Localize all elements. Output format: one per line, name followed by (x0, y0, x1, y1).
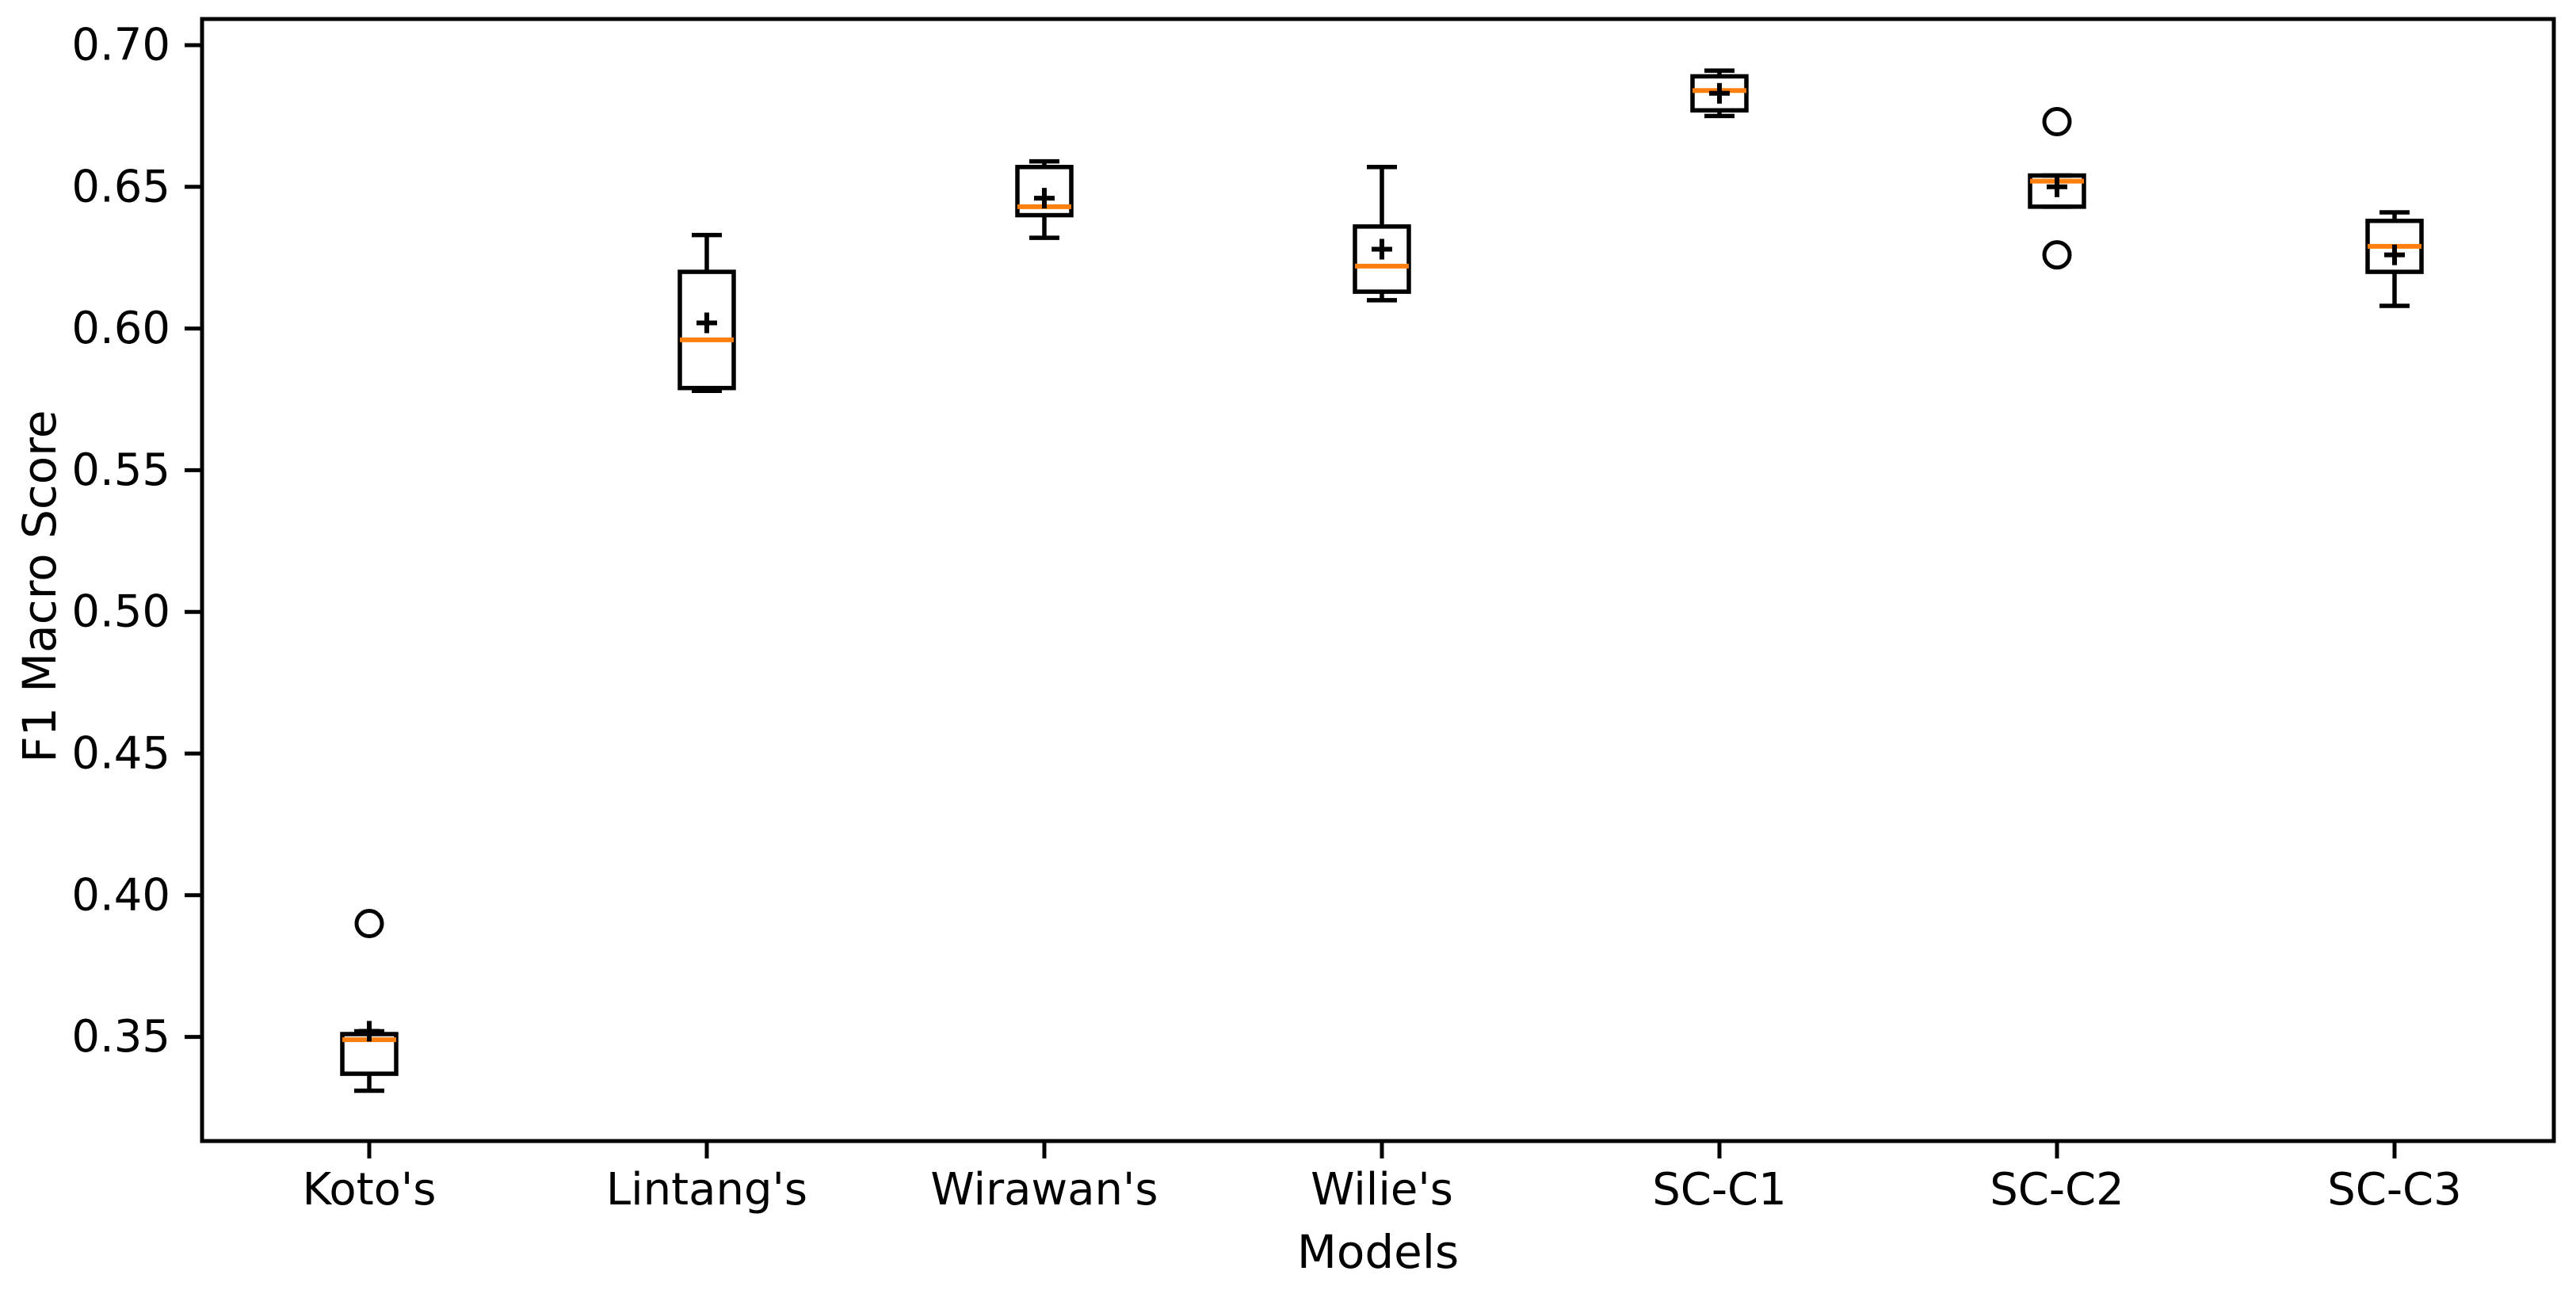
series-layer (340, 68, 2424, 1093)
outlier-circle (2042, 240, 2072, 270)
outlier-circle (2042, 107, 2072, 137)
y-tick-label: 0.40 (71, 869, 170, 921)
box-rect (1690, 74, 1749, 113)
box-rect (1353, 224, 1411, 294)
plot-area (200, 17, 2556, 1143)
box-group-wirawan-s (1015, 158, 1074, 240)
axis-labels: Models F1 Macro Score (13, 410, 1459, 1279)
box-group-koto-s (340, 909, 399, 1093)
box-group-sc-c2 (2028, 107, 2086, 270)
y-axis-label: F1 Macro Score (13, 410, 67, 762)
box-rect (2028, 173, 2086, 209)
y-tick-label: 0.45 (71, 728, 170, 780)
x-tick-label: SC-C1 (1652, 1164, 1787, 1216)
x-tick-label: SC-C3 (2327, 1164, 2462, 1216)
x-tick-label: SC-C2 (1990, 1164, 2124, 1216)
y-tick-label: 0.55 (71, 445, 170, 496)
x-axis: Koto's Lintang's Wirawan's Wilie's SC-C1 SC-C… (303, 1141, 2462, 1216)
y-tick-label: 0.60 (71, 303, 170, 354)
box-group-wilie-s (1353, 165, 1411, 303)
x-tick-label: Wilie's (1311, 1164, 1453, 1216)
y-tick-label: 0.65 (71, 161, 170, 212)
box-rect (1015, 165, 1074, 218)
outlier-circle (354, 909, 384, 939)
y-axis: 0.35 0.40 0.45 0.50 0.55 0.60 0.65 0.70 (71, 20, 202, 1063)
y-tick-label: 0.50 (71, 586, 170, 638)
x-tick-label: Koto's (303, 1164, 437, 1216)
x-tick-label: Wirawan's (930, 1164, 1158, 1216)
x-tick-label: Lintang's (606, 1164, 807, 1216)
y-tick-label: 0.35 (71, 1011, 170, 1063)
x-axis-label: Models (1297, 1225, 1459, 1279)
box-group-sc-c3 (2365, 210, 2424, 308)
box-group-lintang-s (677, 232, 736, 394)
plot-border (200, 17, 2556, 1143)
box-group-sc-c1 (1690, 68, 1749, 119)
y-tick-label: 0.70 (71, 20, 170, 71)
box-rect (677, 269, 736, 391)
